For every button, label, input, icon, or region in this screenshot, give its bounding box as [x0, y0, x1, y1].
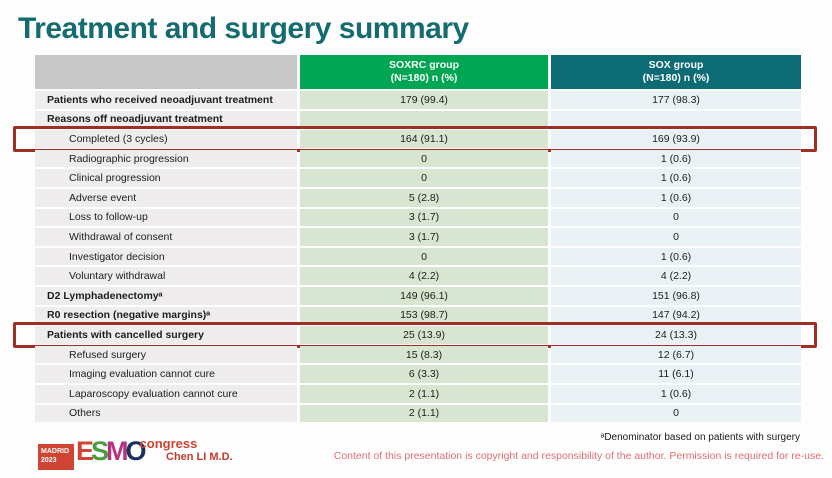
esmo-congress-logo: MADRID 2023 ESMO congress: [38, 436, 198, 470]
sox-value-cell: 11 (6.1): [551, 365, 801, 383]
soxrc-value-cell: 3 (1.7): [300, 208, 548, 227]
sox-value-cell: 0: [551, 228, 801, 246]
header-cell-label: [35, 55, 297, 89]
sox-value-cell: 1 (0.6): [551, 149, 801, 168]
sox-header-line2: (N=180) n (%): [642, 72, 710, 84]
table-row: Reasons off neoadjuvant treatment: [35, 110, 801, 129]
row-label-cell: Clinical progression: [35, 169, 297, 187]
sox-value-cell: 4 (2.2): [551, 267, 801, 285]
row-label-cell: Voluntary withdrawal: [35, 267, 297, 285]
sox-value-cell: 1 (0.6): [551, 384, 801, 403]
esmo-letter-m: M: [106, 436, 128, 466]
header-cell-sox-group: SOX group (N=180) n (%): [551, 55, 801, 89]
sox-value-cell: 12 (6.7): [551, 345, 801, 364]
row-label-cell: Reasons off neoadjuvant treatment: [35, 110, 297, 129]
row-label-cell: Loss to follow-up: [35, 208, 297, 227]
soxrc-header-line1: SOXRC group: [389, 58, 459, 71]
table-row: Withdrawal of consent 3 (1.7) 0: [35, 228, 801, 246]
esmo-wordmark: ESMO: [76, 436, 147, 466]
sox-value-cell: 24 (13.3): [551, 326, 801, 344]
row-label-cell: Radiographic progression: [35, 149, 297, 168]
soxrc-value-cell: 5 (2.8): [300, 188, 548, 207]
soxrc-value-cell: 4 (2.2): [300, 267, 548, 285]
soxrc-value-cell: 0: [300, 247, 548, 266]
row-label-cell: Imaging evaluation cannot cure: [35, 365, 297, 383]
soxrc-value-cell: 3 (1.7): [300, 228, 548, 246]
soxrc-value-cell: 25 (13.9): [300, 326, 548, 344]
soxrc-value-cell: 6 (3.3): [300, 365, 548, 383]
soxrc-value-cell: 2 (1.1): [300, 384, 548, 403]
soxrc-value-cell: 179 (99.4): [300, 91, 548, 109]
row-label-cell: Patients who received neoadjuvant treatm…: [35, 91, 297, 109]
madrid-2023-badge: MADRID 2023: [38, 444, 74, 470]
table-row: Patients who received neoadjuvant treatm…: [35, 91, 801, 109]
soxrc-value-cell: 149 (96.1): [300, 286, 548, 305]
soxrc-value-cell: 15 (8.3): [300, 345, 548, 364]
esmo-letter-s: S: [91, 436, 109, 466]
table-row: Patients with cancelled surgery 25 (13.9…: [13, 322, 817, 348]
author-name: Chen LI M.D.: [166, 451, 233, 463]
row-label-cell: Refused surgery: [35, 345, 297, 364]
copyright-notice: Content of this presentation is copyrigh…: [333, 450, 824, 462]
table-row: Others 2 (1.1) 0: [35, 404, 801, 423]
sox-value-cell: 1 (0.6): [551, 188, 801, 207]
sox-value-cell: 0: [551, 208, 801, 227]
table-row: Investigator decision 0 1 (0.6): [35, 247, 801, 266]
table-row: Voluntary withdrawal 4 (2.2) 4 (2.2): [35, 267, 801, 285]
header-cell-soxrc-group: SOXRC group (N=180) n (%): [300, 55, 548, 89]
row-label-cell: R0 resection (negative margins)ᵃ: [35, 306, 297, 325]
soxrc-value-cell: 2 (1.1): [300, 404, 548, 423]
sox-value-cell: 0: [551, 404, 801, 423]
summary-table: SOXRC group (N=180) n (%) SOX group (N=1…: [13, 55, 817, 423]
soxrc-value-cell: 153 (98.7): [300, 306, 548, 325]
table-row: Loss to follow-up 3 (1.7) 0: [35, 208, 801, 227]
badge-year: 2023: [41, 457, 57, 465]
sox-value-cell: 169 (93.9): [551, 130, 801, 148]
table-row: Radiographic progression 0 1 (0.6): [35, 149, 801, 168]
esmo-letter-e: E: [76, 436, 94, 466]
row-label-cell: Laparoscopy evaluation cannot cure: [35, 384, 297, 403]
soxrc-value-cell: 0: [300, 169, 548, 187]
page-title: Treatment and surgery summary: [18, 12, 469, 45]
sox-value-cell: 1 (0.6): [551, 169, 801, 187]
table-row: Refused surgery 15 (8.3) 12 (6.7): [35, 345, 801, 364]
table-row: D2 Lymphadenectomyᵃ 149 (96.1) 151 (96.8…: [35, 286, 801, 305]
row-label-cell: Others: [35, 404, 297, 423]
soxrc-value-cell: 0: [300, 149, 548, 168]
table-row: R0 resection (negative margins)ᵃ 153 (98…: [35, 306, 801, 325]
congress-label: congress: [139, 436, 198, 451]
row-label-cell: Investigator decision: [35, 247, 297, 266]
sox-value-cell: 1 (0.6): [551, 247, 801, 266]
denominator-footnote: ᵃDenominator based on patients with surg…: [600, 432, 800, 443]
soxrc-header-line2: (N=180) n (%): [390, 72, 458, 84]
table-row: Imaging evaluation cannot cure 6 (3.3) 1…: [35, 365, 801, 383]
table-row: Clinical progression 0 1 (0.6): [35, 169, 801, 187]
table-row: Completed (3 cycles) 164 (91.1) 169 (93.…: [13, 126, 817, 152]
sox-value-cell: 177 (98.3): [551, 91, 801, 109]
sox-header-line1: SOX group: [648, 58, 704, 71]
row-label-cell: Completed (3 cycles): [35, 130, 297, 148]
row-label-cell: Withdrawal of consent: [35, 228, 297, 246]
sox-value-cell: 151 (96.8): [551, 286, 801, 305]
soxrc-value-cell: 164 (91.1): [300, 130, 548, 148]
esmo-letter-o: O: [125, 436, 147, 466]
badge-city: MADRID: [41, 448, 69, 455]
row-label-cell: Adverse event: [35, 188, 297, 207]
row-label-cell: Patients with cancelled surgery: [35, 326, 297, 344]
table-body: Patients who received neoadjuvant treatm…: [13, 91, 817, 423]
row-label-cell: D2 Lymphadenectomyᵃ: [35, 286, 297, 305]
table-header-row: SOXRC group (N=180) n (%) SOX group (N=1…: [35, 55, 801, 89]
soxrc-value-cell: [300, 110, 548, 129]
table-row: Laparoscopy evaluation cannot cure 2 (1.…: [35, 384, 801, 403]
sox-value-cell: 147 (94.2): [551, 306, 801, 325]
table-row: Adverse event 5 (2.8) 1 (0.6): [35, 188, 801, 207]
sox-value-cell: [551, 110, 801, 129]
